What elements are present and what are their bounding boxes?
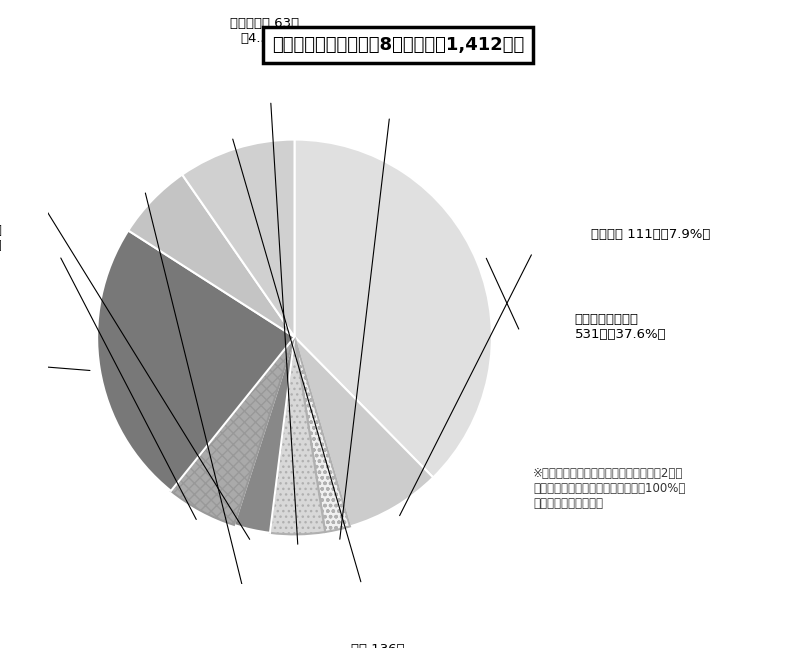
Text: 全回答者の専門分野（8分野）　（1,412人）: 全回答者の専門分野（8分野） （1,412人） — [272, 36, 524, 54]
Wedge shape — [97, 231, 295, 491]
Text: その他, 29人
（ 2.1%）: その他, 29人 （ 2.1%） — [413, 36, 470, 65]
Wedge shape — [295, 337, 350, 532]
Text: 情報通信 111人（7.9%）: 情報通信 111人（7.9%） — [591, 228, 710, 241]
Wedge shape — [128, 174, 295, 337]
Wedge shape — [270, 337, 325, 535]
Text: ライフサイエンス
531人（37.6%）: ライフサイエンス 531人（37.6%） — [575, 313, 666, 341]
Wedge shape — [295, 139, 492, 478]
Wedge shape — [234, 337, 295, 533]
Text: ※パーセンテージについては、小数点筂2位以
下四捨五入で処理したため、総計が100%に
ならないことに留意。: ※パーセンテージについては、小数点筂2位以 下四捨五入で処理したため、総計が10… — [533, 467, 685, 509]
Wedge shape — [295, 337, 433, 526]
Wedge shape — [171, 337, 295, 525]
Text: 環境 136人
（ 9.6%）: 環境 136人 （ 9.6%） — [350, 643, 404, 648]
Text: 宇宙・海洋 63人
（4.5%）: 宇宙・海洋 63人 （4.5%） — [230, 17, 299, 45]
Text: ものづくら82人
（5.8%）: ものづくら82人 （5.8%） — [0, 224, 2, 252]
Wedge shape — [182, 139, 295, 337]
